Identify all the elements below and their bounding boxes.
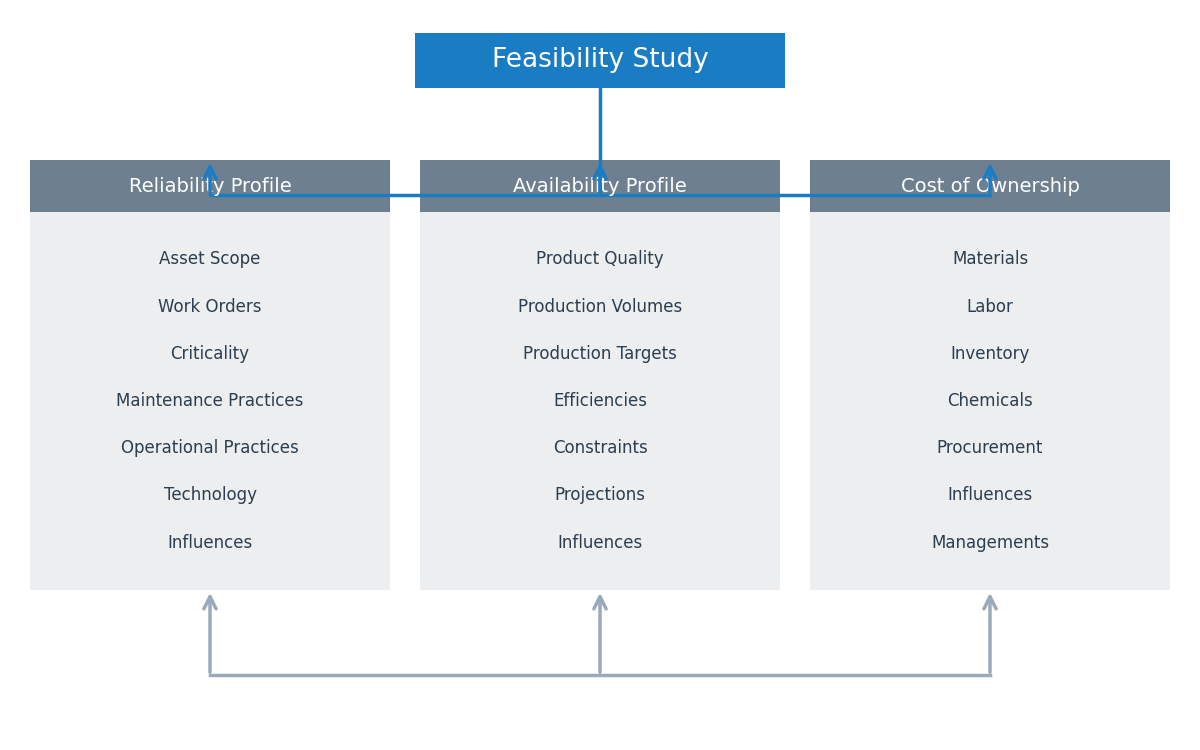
Text: Asset Scope: Asset Scope <box>160 251 260 268</box>
Text: Managements: Managements <box>931 534 1049 552</box>
Text: Labor: Labor <box>966 298 1014 316</box>
Text: Product Quality: Product Quality <box>536 251 664 268</box>
Text: Technology: Technology <box>163 487 257 505</box>
FancyBboxPatch shape <box>810 212 1170 590</box>
Text: Procurement: Procurement <box>937 440 1043 458</box>
FancyBboxPatch shape <box>420 212 780 590</box>
Text: Influences: Influences <box>557 534 643 552</box>
FancyBboxPatch shape <box>30 212 390 590</box>
Text: Work Orders: Work Orders <box>158 298 262 316</box>
Text: Production Volumes: Production Volumes <box>518 298 682 316</box>
Text: Materials: Materials <box>952 251 1028 268</box>
Text: Maintenance Practices: Maintenance Practices <box>116 392 304 410</box>
Text: Chemicals: Chemicals <box>947 392 1033 410</box>
FancyBboxPatch shape <box>415 32 785 88</box>
Text: Cost of Ownership: Cost of Ownership <box>900 176 1080 196</box>
Text: Inventory: Inventory <box>950 345 1030 363</box>
Text: Influences: Influences <box>167 534 253 552</box>
Text: Influences: Influences <box>947 487 1033 505</box>
Text: Operational Practices: Operational Practices <box>121 440 299 458</box>
FancyBboxPatch shape <box>30 160 390 212</box>
FancyBboxPatch shape <box>810 160 1170 212</box>
Text: Criticality: Criticality <box>170 345 250 363</box>
Text: Constraints: Constraints <box>553 440 647 458</box>
Text: Feasibility Study: Feasibility Study <box>492 47 708 73</box>
Text: Availability Profile: Availability Profile <box>514 176 686 196</box>
Text: Projections: Projections <box>554 487 646 505</box>
FancyBboxPatch shape <box>420 160 780 212</box>
Text: Efficiencies: Efficiencies <box>553 392 647 410</box>
Text: Reliability Profile: Reliability Profile <box>128 176 292 196</box>
Text: Production Targets: Production Targets <box>523 345 677 363</box>
